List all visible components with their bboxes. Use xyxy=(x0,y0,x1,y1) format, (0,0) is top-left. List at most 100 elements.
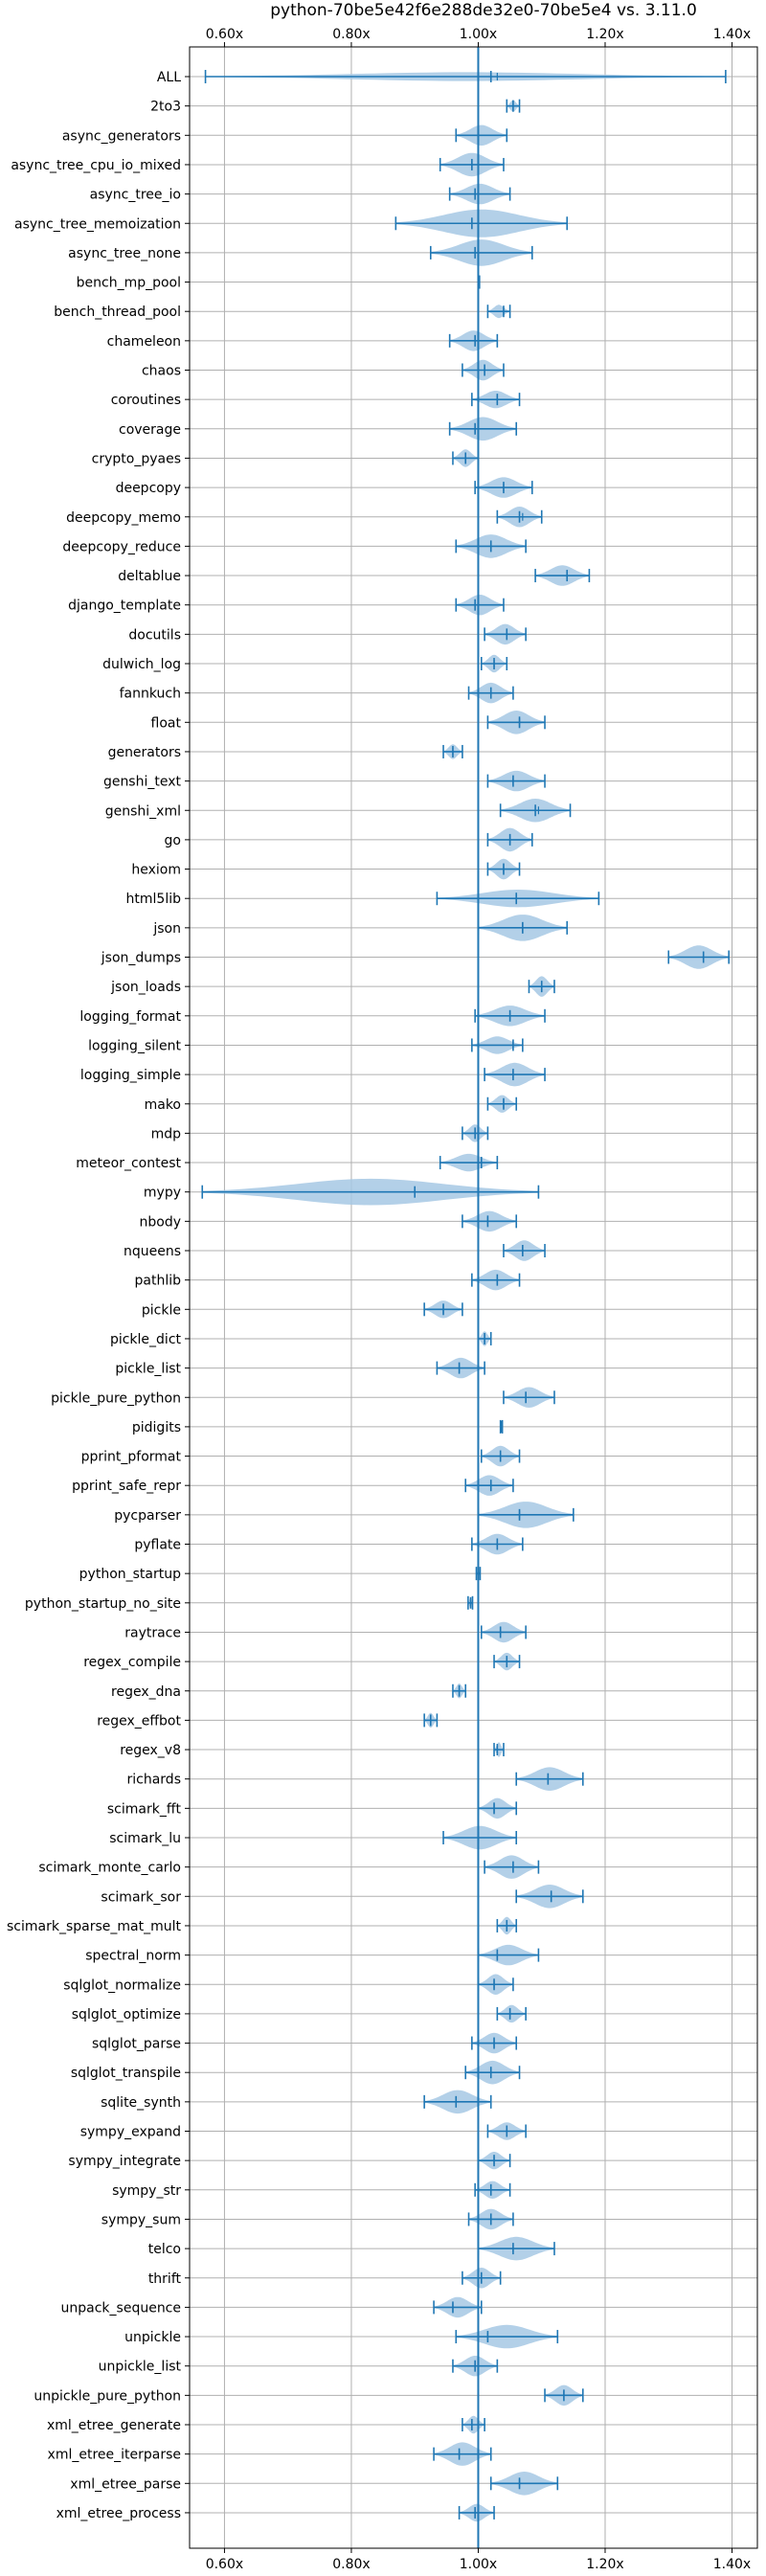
whisker-bench_mp_pool xyxy=(477,275,481,289)
category-label: scimark_sor xyxy=(101,1889,181,1905)
plot-border xyxy=(189,46,758,2549)
category-label: sympy_str xyxy=(112,2183,181,2199)
whisker-regex_compile xyxy=(493,1655,521,1669)
category-label: json_dumps xyxy=(101,951,181,966)
whisker-pickle xyxy=(423,1302,463,1317)
whisker-coverage xyxy=(448,421,518,436)
category-label: pycparser xyxy=(114,1508,181,1524)
whisker-deepcopy xyxy=(474,481,533,495)
category-label: chameleon xyxy=(107,334,181,350)
whisker-xml_etree_iterparse xyxy=(433,2447,492,2461)
top-tick-label: 1.20x xyxy=(586,27,623,42)
whisker-hexiom xyxy=(486,862,521,876)
whisker-deepcopy_memo xyxy=(496,509,543,524)
category-label: regex_v8 xyxy=(120,1743,181,1758)
category-label: scimark_sparse_mat_mult xyxy=(7,1919,181,1934)
category-label: sqlglot_normalize xyxy=(63,1977,181,1993)
top-tick-label: 1.00x xyxy=(460,27,497,42)
whisker-layer xyxy=(201,70,730,2520)
whisker-pickle_dict xyxy=(477,1331,492,1345)
category-label: sqlite_synth xyxy=(101,2095,181,2111)
whisker-sympy_str xyxy=(474,2182,511,2197)
whisker-async_tree_memoization xyxy=(394,216,569,231)
whisker-sqlite_synth xyxy=(423,2094,492,2109)
category-label: python_startup xyxy=(79,1567,181,1582)
category-label: html5lib xyxy=(126,892,182,907)
category-label: generators xyxy=(108,745,181,760)
category-label: meteor_contest xyxy=(76,1156,181,1171)
whisker-scimark_sor xyxy=(515,1889,584,1904)
whisker-sympy_sum xyxy=(467,2212,514,2226)
whisker-deepcopy_reduce xyxy=(455,539,527,554)
category-label: logging_simple xyxy=(80,1068,181,1083)
category-label: django_template xyxy=(68,599,181,614)
category-label: xml_etree_process xyxy=(56,2506,181,2521)
category-label: mypy xyxy=(144,1186,181,1201)
whisker-scimark_lu xyxy=(442,1831,518,1844)
category-label: go xyxy=(165,833,181,848)
category-label: raytrace xyxy=(124,1625,181,1640)
whisker-fannkuch xyxy=(467,686,514,700)
bottom-tick-label: 0.60x xyxy=(206,2557,243,2572)
whisker-regex_v8 xyxy=(493,1743,505,1757)
whisker-xml_etree_generate xyxy=(462,2418,485,2431)
whisker-go xyxy=(486,832,533,847)
whisker-pprint_safe_repr xyxy=(464,1479,514,1493)
whisker-sqlglot_transpile xyxy=(464,2066,521,2080)
category-label: fannkuch xyxy=(120,687,181,702)
tick-layer: 0.60x 0.60x 0.80x 0.80x 1.00x 1.00x 1.20x 1.20x… xyxy=(185,27,751,2572)
category-label: regex_effbot xyxy=(97,1713,181,1729)
whisker-sympy_expand xyxy=(486,2124,527,2138)
category-label: scimark_monte_carlo xyxy=(38,1861,181,1876)
whisker-pyflate xyxy=(471,1537,524,1551)
whisker-regex_dna xyxy=(452,1683,467,1698)
whisker-pidigits xyxy=(499,1419,504,1434)
whisker-pycparser xyxy=(477,1507,574,1522)
category-label: unpickle xyxy=(124,2330,181,2345)
bottom-tick-label: 1.40x xyxy=(713,2557,751,2572)
whisker-raytrace xyxy=(480,1625,527,1639)
category-label: coverage xyxy=(119,422,181,438)
whisker-mypy xyxy=(201,1185,540,1199)
whisker-unpickle xyxy=(455,2330,559,2344)
category-label: sqlglot_transpile xyxy=(71,2066,181,2081)
top-tick-label: 1.40x xyxy=(713,27,751,42)
category-label: coroutines xyxy=(111,393,181,408)
category-label: async_tree_memoization xyxy=(14,216,181,232)
whisker-scimark_fft xyxy=(477,1801,518,1816)
whisker-genshi_xml xyxy=(499,803,572,818)
whisker-sympy_integrate xyxy=(477,2154,511,2168)
category-label: docutils xyxy=(128,627,181,643)
category-label: regex_compile xyxy=(83,1655,181,1670)
whisker-xml_etree_parse xyxy=(489,2476,559,2491)
whisker-mako xyxy=(486,1096,518,1111)
whisker-generators xyxy=(442,744,463,758)
whisker-2to3 xyxy=(506,99,521,113)
category-label: pickle_list xyxy=(115,1362,181,1377)
category-label: xml_etree_generate xyxy=(47,2418,181,2433)
top-tick-label: 0.80x xyxy=(332,27,370,42)
whisker-chameleon xyxy=(448,333,499,348)
category-label: deepcopy xyxy=(116,481,181,496)
whisker-async_tree_io xyxy=(448,187,511,201)
category-label: scimark_fft xyxy=(107,1801,182,1817)
category-label: float xyxy=(151,715,182,731)
whisker-logging_format xyxy=(474,1008,546,1023)
category-labels: ALL 2to3 async_generators async_tree_cpu_io… xyxy=(7,70,181,2521)
category-label: bench_thread_pool xyxy=(54,305,181,320)
whisker-django_template xyxy=(455,598,505,612)
whisker-ALL xyxy=(204,70,727,83)
bottom-tick-label: 1.00x xyxy=(460,2557,497,2572)
violin-layer xyxy=(202,72,730,2522)
whisker-sqlglot_normalize xyxy=(477,1977,514,1992)
whisker-dulwich_log xyxy=(480,657,508,670)
category-label: telco xyxy=(148,2242,181,2257)
whisker-python_startup_no_site xyxy=(467,1595,474,1610)
whisker-thrift xyxy=(462,2271,502,2285)
whisker-logging_silent xyxy=(471,1038,524,1052)
category-label: richards xyxy=(127,1773,182,1788)
category-label: crypto_pyaes xyxy=(92,451,181,466)
whisker-logging_simple xyxy=(484,1068,546,1082)
category-label: xml_etree_iterparse xyxy=(48,2448,181,2463)
whisker-pickle_list xyxy=(436,1361,485,1375)
